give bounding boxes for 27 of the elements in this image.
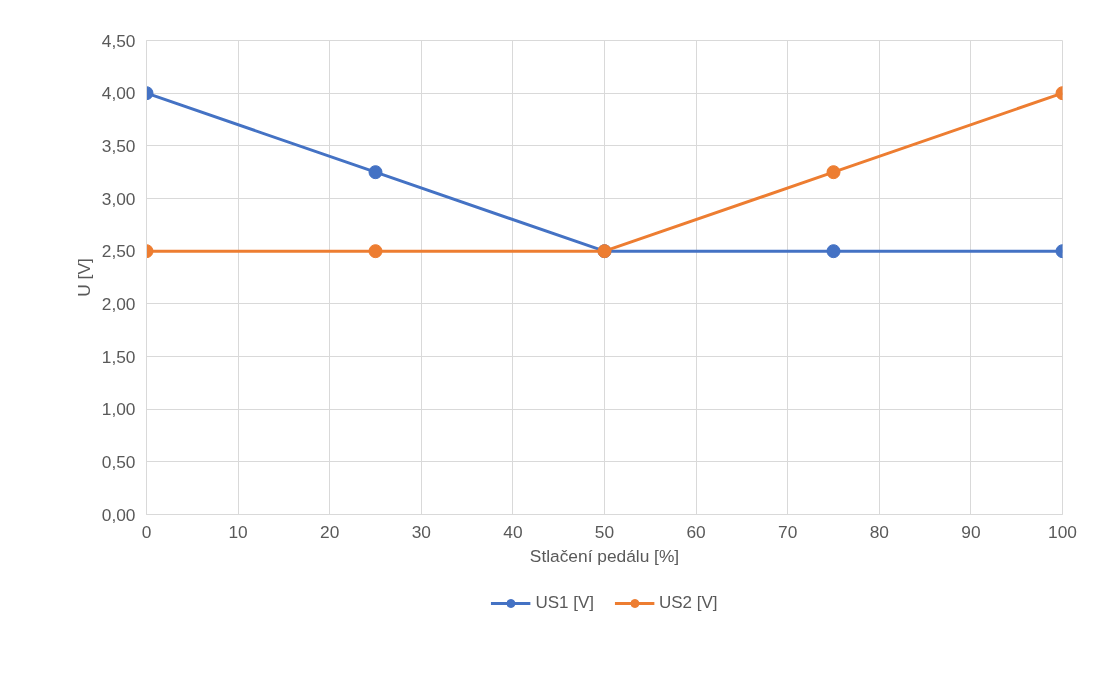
point xyxy=(368,244,383,259)
y-tick-label: 1,00 xyxy=(101,399,136,420)
x-tick-label: 20 xyxy=(320,521,340,542)
y-tick-label: 1,50 xyxy=(101,346,136,367)
y-axis-title: U [V] xyxy=(73,258,94,297)
x-axis-title: Stlačení pedálu [%] xyxy=(529,545,680,566)
y-tick-label: 3,50 xyxy=(101,135,136,156)
x-tick-label: 50 xyxy=(594,521,615,542)
y-tick-label: 3,00 xyxy=(101,188,136,209)
x-tick-label: 90 xyxy=(961,521,981,542)
y-tick-label: 2,00 xyxy=(101,293,136,314)
x-tick-label: 70 xyxy=(778,521,798,542)
legend-label: US1 [V] xyxy=(535,593,594,613)
x-tick-label: 40 xyxy=(503,521,523,542)
y-tick-label: 2,50 xyxy=(101,241,136,262)
y-tick-label: 4,50 xyxy=(101,30,136,51)
x-tick-label: 80 xyxy=(869,521,889,542)
x-tick-label: 0 xyxy=(141,521,152,542)
y-tick-label: 4,00 xyxy=(101,83,136,104)
x-tick-label: 100 xyxy=(1048,521,1077,542)
y-tick-label: 0,00 xyxy=(101,504,136,525)
point xyxy=(826,165,841,180)
y-tick-label: 0,50 xyxy=(101,451,136,472)
x-tick-label: 60 xyxy=(686,521,706,542)
x-tick-label: 10 xyxy=(228,521,248,542)
x-tick-label: 30 xyxy=(411,521,431,542)
legend-label: US2 [V] xyxy=(659,593,718,613)
